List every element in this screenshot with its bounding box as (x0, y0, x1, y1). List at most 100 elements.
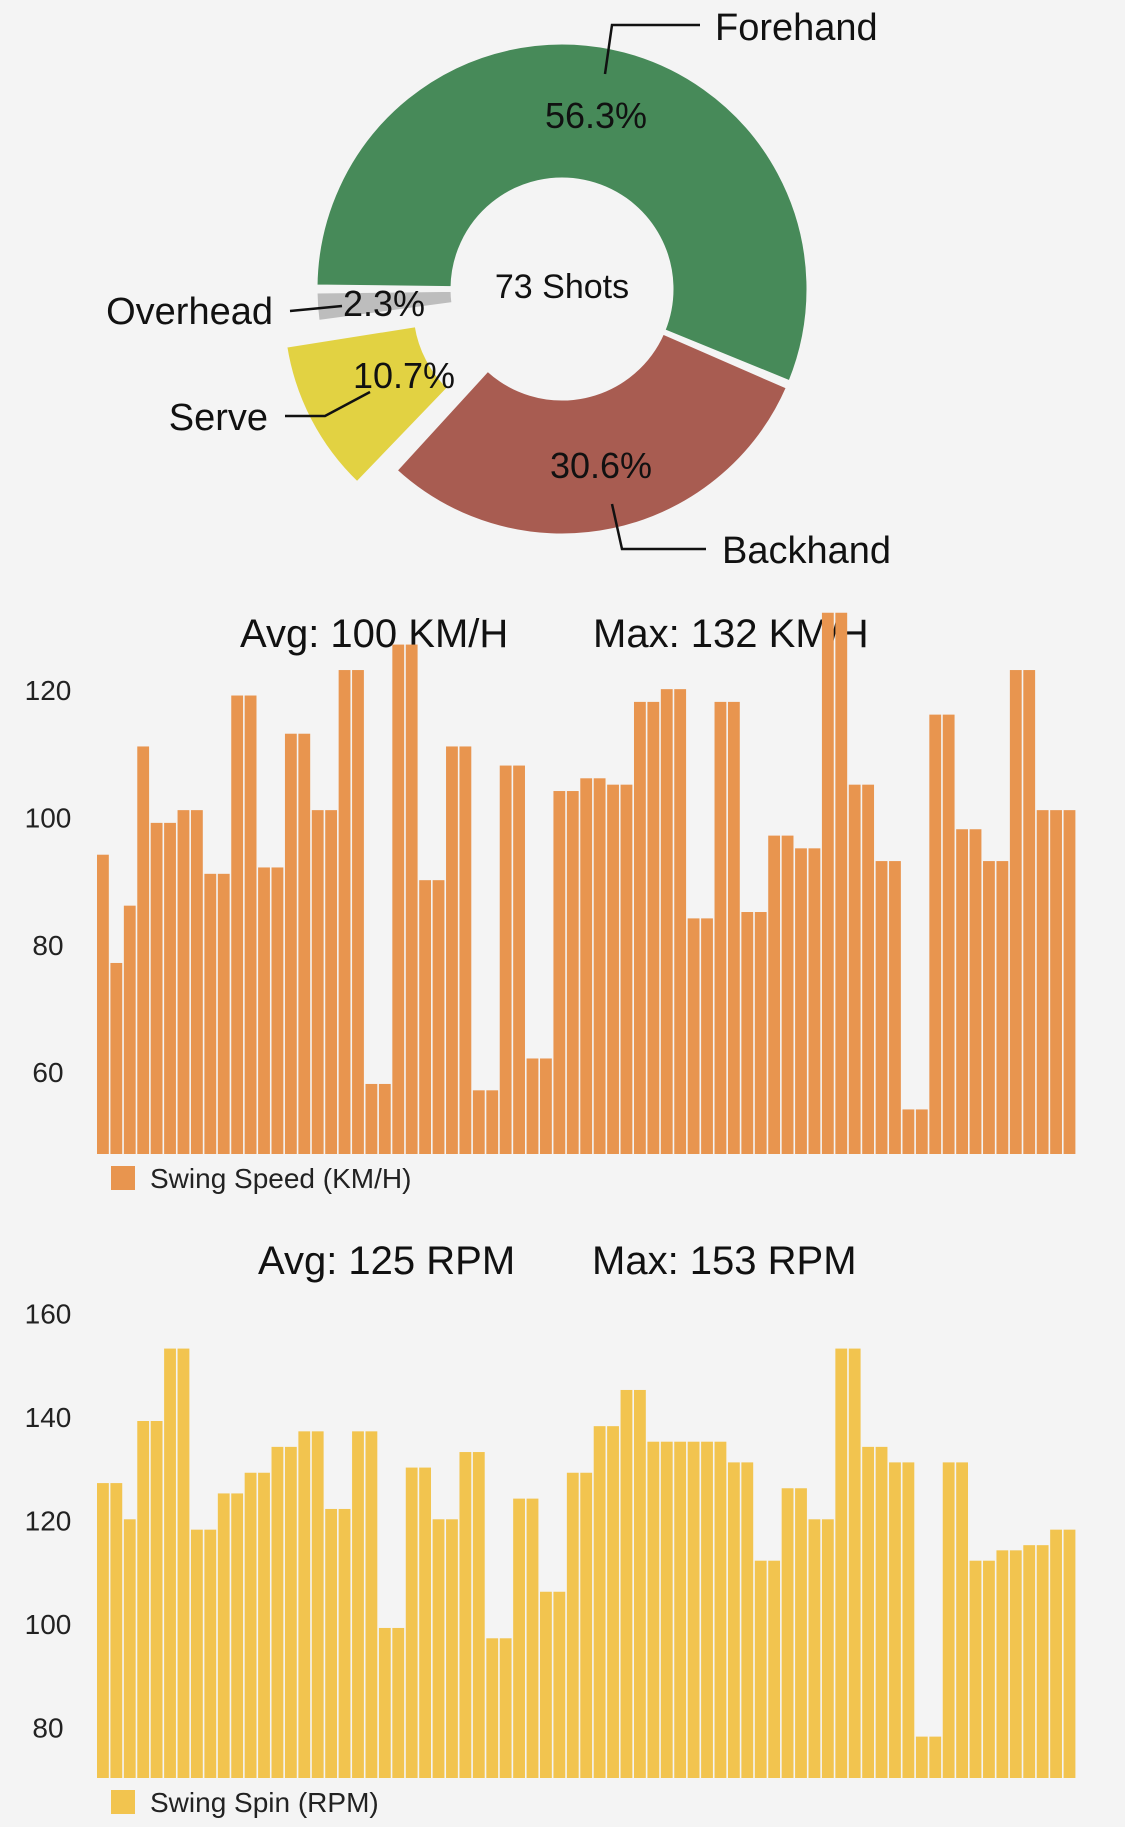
swing-spin-bar (848, 1348, 861, 1778)
donut-label-backhand: Backhand (722, 530, 891, 572)
swing-spin-bar (795, 1488, 807, 1778)
swing-spin-bar (741, 1462, 754, 1778)
swing-spin-bar (446, 1519, 458, 1778)
swing-speed-bar (566, 791, 579, 1154)
swing-speed-avg: Avg: 100 KM/H (240, 612, 509, 656)
swing-speed-ytick-label: 100 (25, 803, 72, 834)
swing-speed-legend-label: Swing Speed (KM/H) (150, 1163, 411, 1194)
swing-spin-bar (875, 1446, 888, 1778)
donut-leader-backhand (610, 503, 706, 551)
swing-speed-bar (983, 861, 995, 1154)
donut-value-serve: 10.7% (353, 355, 455, 396)
swing-spin-legend-swatch (111, 1790, 135, 1814)
swing-speed-bar (848, 784, 861, 1154)
swing-spin-bar (204, 1529, 217, 1778)
swing-spin-bar (687, 1441, 700, 1778)
swing-speed-bar (217, 873, 230, 1154)
swing-spin-bar (781, 1488, 794, 1778)
swing-spin-section: Avg: 125 RPM Max: 153 RPM 80 100 120 140 160… (0, 1220, 1125, 1827)
swing-spin-bar (190, 1529, 203, 1778)
swing-speed-bar (298, 733, 311, 1154)
swing-spin-bar (217, 1493, 230, 1778)
swing-speed-bar (875, 861, 888, 1154)
swing-speed-bar-chart: 60 80 100 120 Swing Speed (KM/H) (25, 612, 1076, 1194)
swing-speed-bar (338, 670, 351, 1154)
swing-speed-bar (110, 962, 123, 1154)
swing-speed-bar (1050, 810, 1062, 1154)
swing-spin-bar (432, 1519, 445, 1778)
swing-speed-legend-swatch (111, 1166, 135, 1190)
swing-spin-bar (701, 1441, 713, 1778)
swing-speed-bar (1023, 670, 1036, 1154)
swing-spin-bar (499, 1638, 512, 1778)
swing-spin-bar (338, 1508, 351, 1778)
swing-speed-bar (432, 880, 445, 1154)
swing-spin-bar (459, 1452, 472, 1778)
donut-center-label: 73 Shots (495, 268, 629, 306)
swing-spin-bar (983, 1560, 995, 1778)
swing-speed-bar (607, 784, 619, 1154)
swing-spin-avg: Avg: 125 RPM (258, 1239, 516, 1283)
swing-speed-bar (580, 778, 593, 1154)
swing-speed-bar (727, 701, 740, 1154)
swing-spin-bar (231, 1493, 244, 1778)
swing-speed-bar (164, 822, 176, 1154)
swing-speed-bar (821, 612, 834, 1154)
swing-spin-bar (956, 1462, 968, 1778)
swing-spin-bar (660, 1441, 673, 1778)
swing-spin-ytick-label: 120 (25, 1505, 72, 1536)
swing-speed-bar (204, 873, 217, 1154)
donut-value-backhand: 30.6% (550, 445, 652, 486)
shot-type-donut-chart: 56.3% Forehand 30.6% Backhand 10.7% Serve 2.3%… (106, 7, 891, 572)
swing-speed-bar (754, 912, 767, 1154)
swing-speed-bar (244, 695, 257, 1154)
swing-spin-ytick-label: 80 (32, 1712, 63, 1743)
swing-spin-bar (526, 1498, 539, 1778)
swing-spin-bar (1050, 1529, 1062, 1778)
swing-spin-bar-chart: 80 100 120 140 160 Swing Spin (RPM) (25, 1298, 1076, 1818)
swing-spin-bar (620, 1389, 633, 1778)
swing-speed-bar (781, 835, 794, 1154)
donut-label-forehand: Forehand (715, 7, 878, 49)
swing-speed-bar (808, 848, 821, 1154)
swing-speed-bar (459, 746, 472, 1154)
swing-spin-bar (915, 1736, 928, 1778)
swing-speed-ytick-label: 60 (32, 1057, 63, 1088)
swing-speed-bar (553, 791, 566, 1154)
swing-spin-bar (123, 1519, 136, 1778)
swing-spin-bar (1063, 1529, 1076, 1778)
swing-spin-bar (553, 1591, 566, 1778)
swing-speed-bar (472, 1090, 485, 1154)
swing-spin-bar (472, 1452, 485, 1778)
swing-spin-bar (835, 1348, 848, 1778)
swing-speed-bar (231, 695, 244, 1154)
swing-speed-bar (902, 1109, 915, 1154)
donut-label-overhead: Overhead (106, 291, 273, 333)
swing-spin-bar (942, 1462, 955, 1778)
swing-spin-bar (164, 1348, 176, 1778)
swing-spin-bar (593, 1426, 606, 1778)
swing-spin-bar (714, 1441, 727, 1778)
swing-spin-stats: Avg: 125 RPM Max: 153 RPM (0, 1239, 1125, 1289)
swing-speed-bar (284, 733, 297, 1154)
swing-spin-ytick-label: 160 (25, 1298, 72, 1329)
swing-spin-bar (607, 1426, 619, 1778)
swing-speed-bar (137, 746, 150, 1154)
swing-spin-bar (97, 1483, 109, 1778)
swing-speed-ytick-label: 80 (32, 930, 63, 961)
swing-speed-bar (1063, 810, 1076, 1154)
swing-spin-bar (754, 1560, 767, 1778)
swing-speed-bar (378, 1083, 391, 1154)
swing-spin-bar (902, 1462, 915, 1778)
swing-spin-bar (311, 1431, 324, 1778)
swing-spin-bar (298, 1431, 311, 1778)
swing-speed-bar (1036, 810, 1049, 1154)
swing-speed-bar (835, 612, 848, 1154)
swing-speed-bar (190, 810, 203, 1154)
swing-speed-bar (271, 867, 284, 1154)
swing-speed-bar (929, 714, 942, 1154)
swing-speed-bar (956, 829, 968, 1154)
swing-spin-bar (647, 1441, 660, 1778)
swing-spin-bar (633, 1389, 646, 1778)
